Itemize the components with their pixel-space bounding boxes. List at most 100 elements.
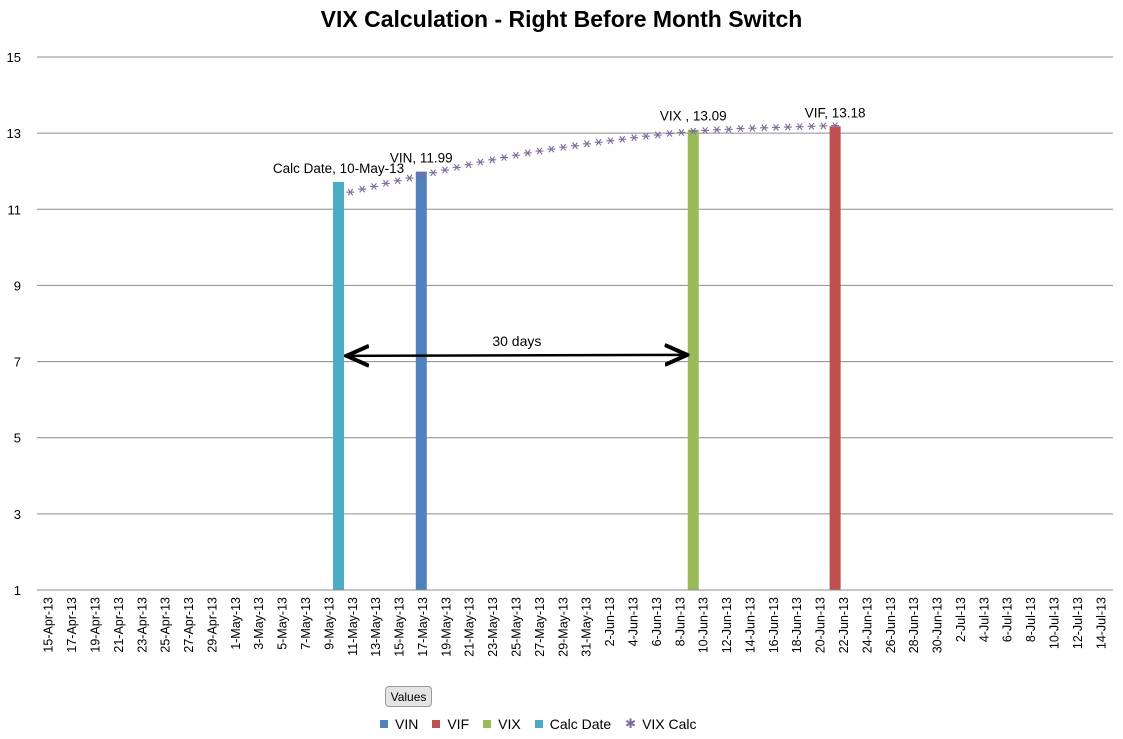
vix-calc-point xyxy=(819,122,828,130)
vix-calc-point xyxy=(381,179,390,187)
y-tick-label: 1 xyxy=(14,583,21,598)
x-tick-label: 8-Jul-13 xyxy=(1024,597,1038,642)
legend-swatch xyxy=(483,720,492,728)
vix-calc-point xyxy=(641,132,650,140)
vix-calc-point xyxy=(535,147,544,155)
vix-calc-point xyxy=(630,134,639,142)
legend-swatch xyxy=(534,720,543,728)
x-tick-label: 26-Jun-13 xyxy=(884,597,898,653)
x-tick-label: 13-May-13 xyxy=(369,597,383,657)
legend-item: VIN xyxy=(380,716,418,732)
x-tick-label: 25-Apr-13 xyxy=(159,597,173,653)
vix-calc-point xyxy=(464,161,473,169)
x-tick-label: 17-May-13 xyxy=(416,597,430,657)
vix-calc-point xyxy=(606,137,615,145)
vix-calc-point xyxy=(783,123,792,131)
x-tick-label: 24-Jun-13 xyxy=(860,597,874,653)
bar-vin xyxy=(415,171,427,590)
x-tick-label: 11-May-13 xyxy=(346,597,360,656)
x-tick-label: 21-Apr-13 xyxy=(112,597,126,653)
vix-calc-point xyxy=(724,125,733,133)
x-tick-label: 6-Jul-13 xyxy=(1001,597,1015,642)
x-tick-label: 9-May-13 xyxy=(322,597,336,650)
vix-calc-point xyxy=(500,153,509,162)
legend-label: VIF xyxy=(447,716,470,732)
x-tick-label: 19-May-13 xyxy=(439,597,453,657)
x-tick-label: 17-Apr-13 xyxy=(65,597,79,653)
x-tick-label: 8-Jun-13 xyxy=(673,597,687,646)
vix-calc-point xyxy=(748,124,757,132)
x-tick-label: 29-May-13 xyxy=(556,597,570,657)
vix-calc-point xyxy=(571,142,579,150)
x-tick-label: 18-Jun-13 xyxy=(790,597,804,653)
vix-calc-point xyxy=(689,127,698,135)
x-tick-label: 25-May-13 xyxy=(510,597,524,657)
legend-item: Calc Date xyxy=(534,716,612,732)
vix-calc-point xyxy=(807,122,816,130)
x-tick-label: 27-Apr-13 xyxy=(182,597,196,653)
y-tick-label: 7 xyxy=(14,355,21,370)
vix-calc-point xyxy=(440,166,449,174)
vix-calc-point xyxy=(618,135,627,143)
vix-calc-point xyxy=(677,128,686,136)
data-label-calc-date: Calc Date, 10-May-13 xyxy=(273,161,404,176)
vix-calc-point xyxy=(653,131,662,139)
vix-calc-point xyxy=(358,185,367,193)
y-tick-label: 3 xyxy=(14,507,21,522)
vix-calc-point xyxy=(582,140,591,148)
chart-legend: VIN VIF VIX Calc Date ✱ VIX Calc xyxy=(380,714,711,734)
y-tick-label: 9 xyxy=(14,278,21,293)
x-tick-label: 28-Jun-13 xyxy=(907,597,921,653)
legend-swatch xyxy=(380,720,388,728)
vix-calc-point xyxy=(701,126,710,135)
vix-calc-point xyxy=(831,121,840,130)
values-field-button[interactable]: Values xyxy=(385,686,432,707)
x-tick-label: 6-Jun-13 xyxy=(650,597,664,646)
x-tick-label: 27-May-13 xyxy=(533,597,547,657)
x-tick-label: 12-Jul-13 xyxy=(1071,597,1085,649)
x-tick-label: 19-Apr-13 xyxy=(88,597,102,653)
legend-item: ✱ VIX Calc xyxy=(625,716,696,732)
vix-calc-point xyxy=(476,158,485,166)
legend-item: VIX xyxy=(483,716,521,732)
legend-label: VIN xyxy=(395,716,419,732)
vix-calc-point xyxy=(772,123,781,131)
x-tick-label: 3-May-13 xyxy=(252,597,266,650)
y-tick-label: 13 xyxy=(7,126,21,141)
vix-calc-point xyxy=(795,123,804,131)
x-tick-label: 31-May-13 xyxy=(580,597,594,657)
x-tick-label: 12-Jun-13 xyxy=(720,597,734,653)
vix-calc-point xyxy=(429,169,438,177)
x-tick-label: 10-Jun-13 xyxy=(697,597,711,653)
duration-arrow xyxy=(347,355,688,356)
asterisk-marker-icon: ✱ xyxy=(625,716,637,731)
x-tick-label: 21-May-13 xyxy=(463,597,477,657)
x-tick-label: 23-Apr-13 xyxy=(135,597,149,653)
vix-calc-point xyxy=(559,143,568,151)
vix-calc-point xyxy=(346,188,355,196)
legend-label: Calc Date xyxy=(549,716,612,732)
x-tick-label: 2-Jun-13 xyxy=(603,597,617,646)
vix-calc-point xyxy=(736,125,745,133)
bar-vix xyxy=(687,129,699,590)
vix-calc-point xyxy=(547,145,556,153)
y-tick-label: 5 xyxy=(14,431,21,446)
legend-label: VIX xyxy=(498,716,521,732)
vix-calc-point xyxy=(511,151,520,159)
x-tick-label: 14-Jul-13 xyxy=(1094,597,1108,649)
vix-calc-point xyxy=(369,182,378,190)
data-label-vif: VIF, 13.18 xyxy=(805,105,866,120)
vix-calc-point xyxy=(417,171,426,179)
x-tick-label: 14-Jun-13 xyxy=(743,597,757,653)
vix-calc-point xyxy=(594,138,603,146)
vix-calc-point xyxy=(452,163,461,171)
x-tick-label: 10-Jul-13 xyxy=(1048,597,1062,649)
vix-calc-point xyxy=(760,124,769,132)
x-tick-label: 22-Jun-13 xyxy=(837,597,851,653)
x-tick-label: 20-Jun-13 xyxy=(814,597,828,653)
x-tick-label: 23-May-13 xyxy=(486,597,500,657)
vix-calc-point xyxy=(393,177,402,185)
x-tick-label: 7-May-13 xyxy=(299,597,313,650)
x-tick-label: 1-May-13 xyxy=(229,597,243,650)
